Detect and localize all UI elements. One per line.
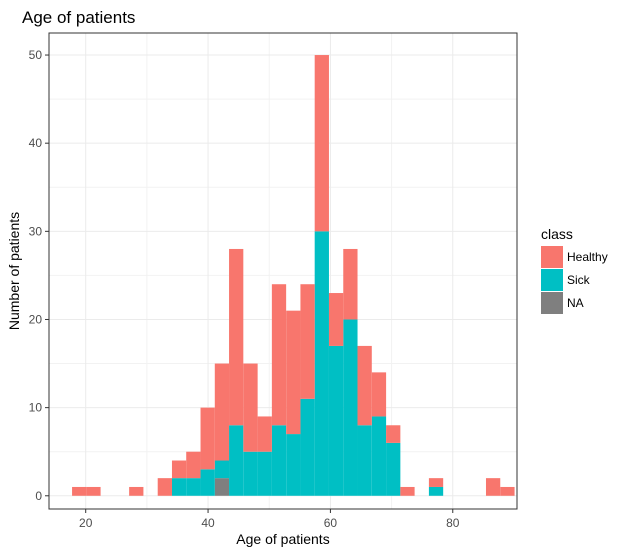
bar-sick (386, 442, 401, 496)
bar-sick (200, 469, 215, 496)
y-tick-label: 10 (29, 401, 43, 415)
x-tick-label: 60 (324, 516, 338, 530)
y-tick-label: 50 (29, 48, 43, 62)
bar-healthy (286, 310, 301, 435)
bar-sick (243, 451, 258, 496)
y-tick-label: 20 (29, 312, 43, 326)
bar-na (214, 478, 230, 496)
y-tick-label: 30 (29, 224, 43, 238)
bar-healthy (300, 284, 315, 399)
axes: 20 40 60 80 0 10 20 30 40 50 (29, 32, 518, 530)
x-tick-label: 20 (79, 516, 93, 530)
bar-healthy (200, 407, 215, 470)
legend-label-sick: Sick (567, 273, 591, 287)
bar-sick (314, 231, 329, 496)
bar-healthy (271, 284, 287, 426)
legend: class Healthy Sick NA (541, 226, 608, 314)
bar-healthy (314, 55, 329, 232)
bar-sick (329, 345, 344, 496)
bar-sick (271, 425, 287, 496)
bar-sick (371, 416, 387, 496)
bar-healthy (485, 478, 501, 496)
bar-sick (229, 425, 244, 496)
legend-label-healthy: Healthy (567, 250, 608, 264)
histogram-bars (72, 55, 515, 496)
bar-healthy (186, 451, 201, 479)
bar-healthy (214, 363, 230, 461)
bar-healthy (257, 416, 272, 452)
y-axis-title: Number of patients (6, 212, 22, 330)
bar-healthy (400, 486, 415, 496)
bar-sick (343, 319, 358, 496)
bar-sick (357, 425, 372, 496)
x-tick-label: 40 (201, 516, 215, 530)
bar-healthy (371, 372, 387, 417)
bar-sick (171, 478, 187, 496)
bar-healthy (357, 345, 372, 426)
legend-swatch-na (541, 292, 563, 314)
x-axis-title: Age of patients (236, 531, 329, 547)
bar-healthy (157, 478, 172, 496)
bar-healthy (243, 363, 258, 452)
bar-healthy (386, 425, 401, 443)
bar-sick (428, 486, 444, 496)
chart-title: Age of patients (22, 8, 135, 27)
panel-border (48, 32, 518, 510)
bar-healthy (343, 248, 358, 320)
bar-sick (286, 434, 301, 496)
bar-healthy (428, 478, 444, 487)
bar-healthy (329, 293, 344, 346)
bar-healthy (500, 486, 515, 496)
y-tick-label: 40 (29, 136, 43, 150)
legend-title: class (541, 226, 573, 242)
y-tick-label: 0 (35, 489, 42, 503)
bar-sick (300, 398, 315, 496)
legend-swatch-healthy (541, 246, 563, 268)
grid-lines (49, 33, 517, 509)
legend-label-na: NA (567, 296, 584, 310)
bar-healthy (72, 486, 87, 496)
legend-swatch-sick (541, 269, 563, 291)
bar-healthy (171, 460, 187, 479)
bar-sick (257, 451, 272, 496)
bar-sick (214, 460, 230, 479)
bar-healthy (129, 486, 144, 496)
bar-healthy (229, 248, 244, 426)
bar-healthy (86, 486, 101, 496)
x-tick-label: 80 (446, 516, 460, 530)
bar-sick (186, 478, 201, 496)
